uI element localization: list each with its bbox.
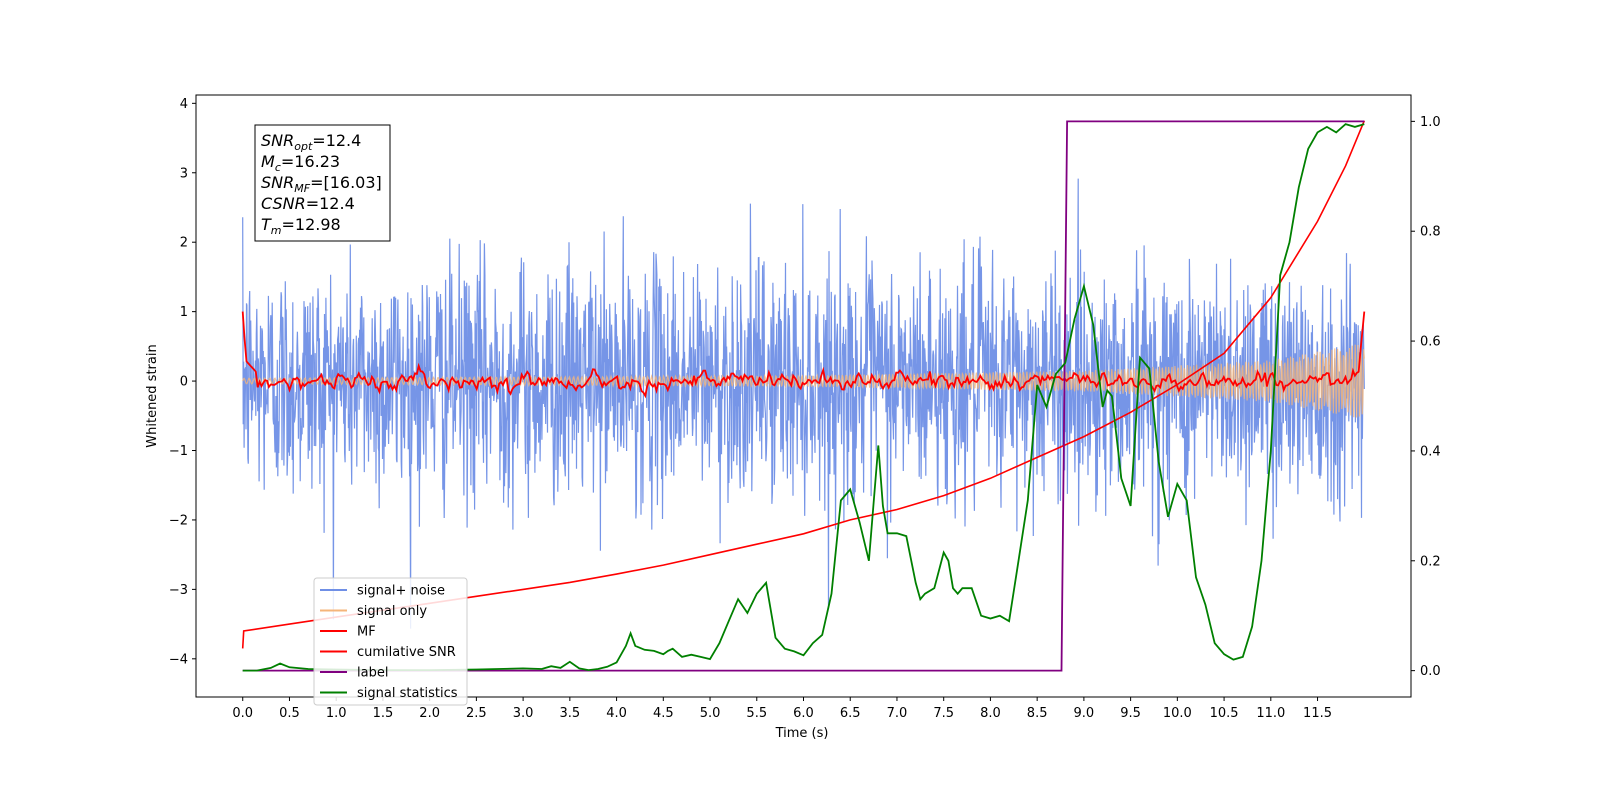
y-tick-label: −1: [169, 444, 188, 459]
x-tick-label: 8.0: [980, 706, 1001, 721]
legend: signal+ noise signal only MF cumilative SNR…: [313, 577, 468, 706]
annotation-box: SNRopt=12.4Mc=16.23SNRMF=[16.03]CSNR=12.…: [254, 124, 391, 242]
annotation-value: =12.98: [282, 215, 341, 234]
y-tick-label: 4: [180, 97, 188, 112]
annotation-subscript: opt: [294, 140, 313, 153]
y-axis-label: Whitened strain: [145, 344, 160, 447]
annotation-line: Tm=12.98: [261, 215, 341, 237]
annotation-value: =16.23: [281, 152, 340, 171]
annotation-symbol: SNR: [261, 173, 294, 192]
x-tick-label: 0.5: [279, 706, 300, 721]
y2-tick-label: 0.8: [1420, 225, 1441, 240]
annotation-symbol: T: [261, 215, 272, 234]
annotation-line: SNRopt=12.4: [261, 131, 361, 153]
x-tick-label: 6.5: [840, 706, 861, 721]
annotation-value: =12.4: [312, 131, 361, 150]
x-axis-label: Time (s): [775, 726, 829, 741]
series-signal-statistics-line: [242, 123, 1365, 672]
annotation-value: =[16.03]: [310, 173, 382, 192]
y-tick-label: −3: [169, 583, 188, 598]
x-tick-label: 11.0: [1256, 706, 1285, 721]
x-tick-label: 7.0: [887, 706, 908, 721]
x-tick-label: 5.0: [700, 706, 721, 721]
y-tick-label: 0: [180, 375, 188, 390]
x-tick-label: 11.5: [1303, 706, 1332, 721]
annotation-subscript: m: [271, 224, 282, 237]
legend-entry: cumilative SNR: [357, 645, 456, 660]
x-tick-label: 2.0: [419, 706, 440, 721]
x-tick-label: 1.5: [373, 706, 394, 721]
x-tick-label: 5.5: [746, 706, 767, 721]
x-tick-label: 10.0: [1163, 706, 1192, 721]
x-tick-label: 4.5: [653, 706, 674, 721]
x-tick-label: 8.5: [1027, 706, 1048, 721]
y2-tick-label: 0.4: [1420, 444, 1441, 459]
x-tick-label: 6.0: [793, 706, 814, 721]
y2-tick-label: 0.6: [1420, 335, 1441, 350]
x-tick-label: 1.0: [326, 706, 347, 721]
series-mf-line: [241, 311, 1366, 399]
y2-tick-label: 0.2: [1420, 554, 1441, 569]
x-tick-label: 4.0: [606, 706, 627, 721]
y-tick-label: −2: [169, 513, 188, 528]
annotation-symbol: M: [261, 152, 275, 171]
annotation-line: CSNR=12.4: [261, 194, 355, 213]
x-tick-label: 2.5: [466, 706, 487, 721]
y2-tick-label: 0.0: [1420, 664, 1441, 679]
x-tick-label: 0.0: [232, 706, 253, 721]
legend-entry: MF: [357, 625, 376, 640]
legend-entry: signal statistics: [357, 686, 458, 701]
annotation-value: =12.4: [306, 194, 355, 213]
legend-entry: signal+ noise: [357, 584, 445, 599]
y2-tick-label: 1.0: [1420, 115, 1441, 130]
x-tick-label: 9.5: [1120, 706, 1141, 721]
x-tick-label: 10.5: [1210, 706, 1239, 721]
annotation-subscript: c: [275, 161, 281, 174]
annotation-symbol: CSNR: [261, 194, 306, 213]
y-tick-label: 3: [180, 166, 188, 181]
legend-entry: label: [357, 666, 388, 681]
annotation-subscript: MF: [294, 182, 310, 195]
x-tick-label: 7.5: [933, 706, 954, 721]
series-label-line: [242, 120, 1365, 672]
x-tick-label: 9.0: [1074, 706, 1095, 721]
annotation-line: Mc=16.23: [261, 152, 340, 174]
y-tick-label: 1: [180, 305, 188, 320]
x-tick-label: 3.0: [513, 706, 534, 721]
x-tick-label: 3.5: [560, 706, 581, 721]
legend-entry: signal only: [357, 604, 427, 619]
annotation-symbol: SNR: [261, 131, 294, 150]
series-signal-noise-line: [242, 178, 1365, 629]
annotation-line: SNRMF=[16.03]: [261, 173, 382, 195]
y-tick-label: 2: [180, 236, 188, 251]
y-tick-label: −4: [169, 652, 188, 667]
